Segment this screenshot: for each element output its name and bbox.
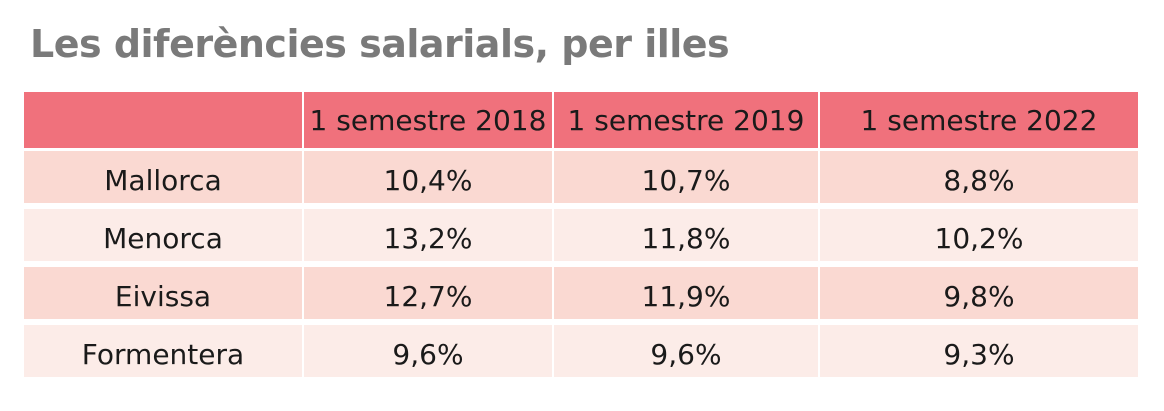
- table-cell: 9,6%: [304, 322, 554, 377]
- header-cell-empty: [24, 92, 304, 148]
- header-cell-2022: 1 semestre 2022: [820, 92, 1138, 148]
- table-cell: 9,6%: [554, 322, 820, 377]
- table-cell: 12,7%: [304, 264, 554, 319]
- header-cell-2019: 1 semestre 2019: [554, 92, 820, 148]
- table-row: Eivissa 12,7% 11,9% 9,8%: [24, 264, 1138, 319]
- table-cell: 10,2%: [820, 206, 1138, 261]
- table-cell: 11,8%: [554, 206, 820, 261]
- table-cell: 8,8%: [820, 148, 1138, 203]
- table-cell: 13,2%: [304, 206, 554, 261]
- table-cell: 11,9%: [554, 264, 820, 319]
- header-cell-2018: 1 semestre 2018: [304, 92, 554, 148]
- table-row: Menorca 13,2% 11,8% 10,2%: [24, 206, 1138, 261]
- table-cell: 9,3%: [820, 322, 1138, 377]
- table-cell: 10,7%: [554, 148, 820, 203]
- row-label: Menorca: [24, 206, 304, 261]
- row-label: Mallorca: [24, 148, 304, 203]
- chart-title: Les diferències salarials, per illes: [30, 22, 730, 66]
- table-row: Formentera 9,6% 9,6% 9,3%: [24, 322, 1138, 377]
- table-row: Mallorca 10,4% 10,7% 8,8%: [24, 148, 1138, 203]
- table-cell: 9,8%: [820, 264, 1138, 319]
- table-cell: 10,4%: [304, 148, 554, 203]
- row-label: Eivissa: [24, 264, 304, 319]
- row-label: Formentera: [24, 322, 304, 377]
- table-header-row: 1 semestre 2018 1 semestre 2019 1 semest…: [24, 92, 1138, 148]
